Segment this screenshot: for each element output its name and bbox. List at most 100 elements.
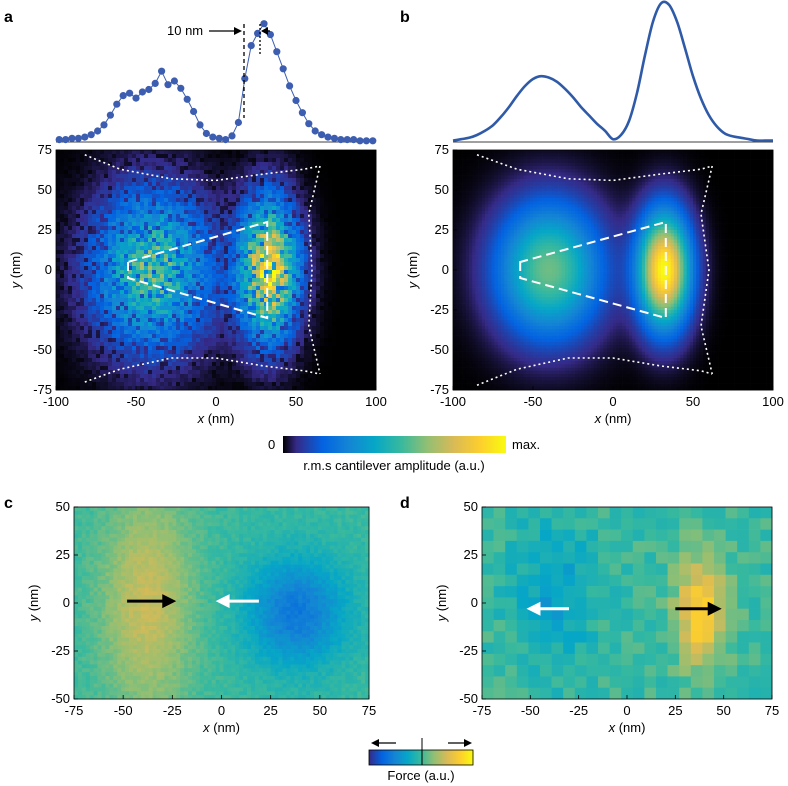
heatmap-cell — [336, 202, 341, 207]
heatmap-cell — [64, 238, 69, 243]
heatmap-cell — [372, 238, 377, 243]
heatmap-cell — [272, 302, 277, 307]
heatmap-cell — [248, 154, 253, 159]
heatmap-cell — [324, 246, 329, 251]
heatmap-cell — [76, 302, 81, 307]
heatmap-cell — [272, 342, 277, 347]
heatmap-cell — [80, 306, 85, 311]
heatmap-cell — [340, 186, 345, 191]
heatmap-cell — [316, 326, 321, 331]
heatmap-cell — [72, 210, 77, 215]
heatmap-cell — [256, 350, 261, 355]
heatmap-cell — [120, 206, 125, 211]
heatmap-cell — [140, 190, 145, 195]
heatmap-cell — [204, 198, 209, 203]
heatmap-cell — [60, 206, 65, 211]
heatmap-cell — [284, 298, 289, 303]
heatmap-cell — [76, 366, 81, 371]
heatmap-cell — [320, 186, 325, 191]
heatmap-cell — [212, 314, 217, 319]
heatmap-cell — [64, 150, 69, 155]
heatmap-cell — [240, 254, 245, 259]
heatmap-cell — [208, 206, 213, 211]
heatmap-cell — [372, 158, 377, 163]
heatmap-cell — [212, 270, 217, 275]
profile-point — [126, 89, 134, 97]
heatmap-cell — [128, 198, 133, 203]
profile-point — [177, 84, 185, 92]
heatmap-cell — [152, 374, 157, 379]
heatmap-cell — [76, 374, 81, 379]
heatmap-cell — [264, 374, 269, 379]
heatmap-cell — [622, 150, 627, 154]
heatmap-cell — [296, 370, 301, 375]
heatmap-cell — [136, 206, 141, 211]
heatmap-cell — [124, 254, 129, 259]
heatmap-cell — [132, 374, 137, 379]
heatmap-cell — [292, 354, 297, 359]
heatmap-cell — [80, 246, 85, 251]
heatmap-cell — [212, 326, 217, 331]
heatmap-cell — [328, 282, 333, 287]
heatmap-cell — [276, 190, 281, 195]
heatmap-cell — [248, 374, 253, 379]
heatmap-cell — [124, 370, 129, 375]
heatmap-cell — [56, 186, 61, 191]
heatmap-cell — [316, 286, 321, 291]
heatmap-cell — [224, 334, 229, 339]
heatmap-cell — [140, 370, 145, 375]
heatmap-cell — [368, 186, 373, 191]
heatmap-cell — [200, 162, 205, 167]
heatmap-cell — [64, 234, 69, 239]
heatmap-cell — [92, 226, 97, 231]
heatmap-cell — [64, 302, 69, 307]
heatmap-cell — [60, 262, 65, 267]
heatmap-cell — [268, 326, 273, 331]
heatmap-cell — [164, 378, 169, 383]
heatmap-cell — [356, 378, 361, 383]
heatmap-cell — [124, 170, 129, 175]
heatmap-cell — [148, 258, 153, 263]
heatmap-cell — [88, 386, 93, 391]
heatmap-cell — [228, 386, 233, 391]
heatmap-cell — [124, 266, 129, 271]
heatmap-cell — [232, 166, 237, 171]
heatmap-cell — [260, 318, 265, 323]
heatmap-cell — [264, 174, 269, 179]
heatmap-cell — [60, 238, 65, 243]
heatmap-cell — [200, 270, 205, 275]
heatmap-cell — [284, 282, 289, 287]
heatmap-cell — [208, 234, 213, 239]
heatmap-cell — [609, 150, 614, 154]
heatmap-cell — [92, 362, 97, 367]
heatmap-cell — [304, 386, 309, 391]
heatmap-cell — [332, 246, 337, 251]
heatmap-cell — [200, 214, 205, 219]
heatmap-cell — [168, 274, 173, 279]
heatmap-cell — [84, 354, 89, 359]
heatmap-cell — [108, 282, 113, 287]
heatmap-cell — [288, 266, 293, 271]
heatmap-cell — [72, 186, 77, 191]
heatmap-cell — [88, 170, 93, 175]
heatmap-cell — [220, 334, 225, 339]
heatmap-cell — [112, 210, 117, 215]
heatmap-cell — [180, 378, 185, 383]
heatmap-cell — [220, 234, 225, 239]
heatmap-cell — [200, 386, 205, 391]
heatmap-cell — [332, 206, 337, 211]
heatmap-cell — [288, 338, 293, 343]
heatmap-cell — [96, 198, 101, 203]
heatmap-cell — [204, 250, 209, 255]
heatmap-cell — [236, 202, 241, 207]
heatmap-cell — [368, 318, 373, 323]
heatmap-cell — [268, 294, 273, 299]
heatmap-cell — [156, 190, 161, 195]
heatmap-cell — [364, 186, 369, 191]
heatmap-cell — [188, 222, 193, 227]
heatmap-cell — [64, 154, 69, 159]
heatmap-cell — [292, 266, 297, 271]
heatmap-cell — [613, 150, 617, 154]
heatmap-cell — [200, 190, 205, 195]
heatmap-cell — [92, 354, 97, 359]
